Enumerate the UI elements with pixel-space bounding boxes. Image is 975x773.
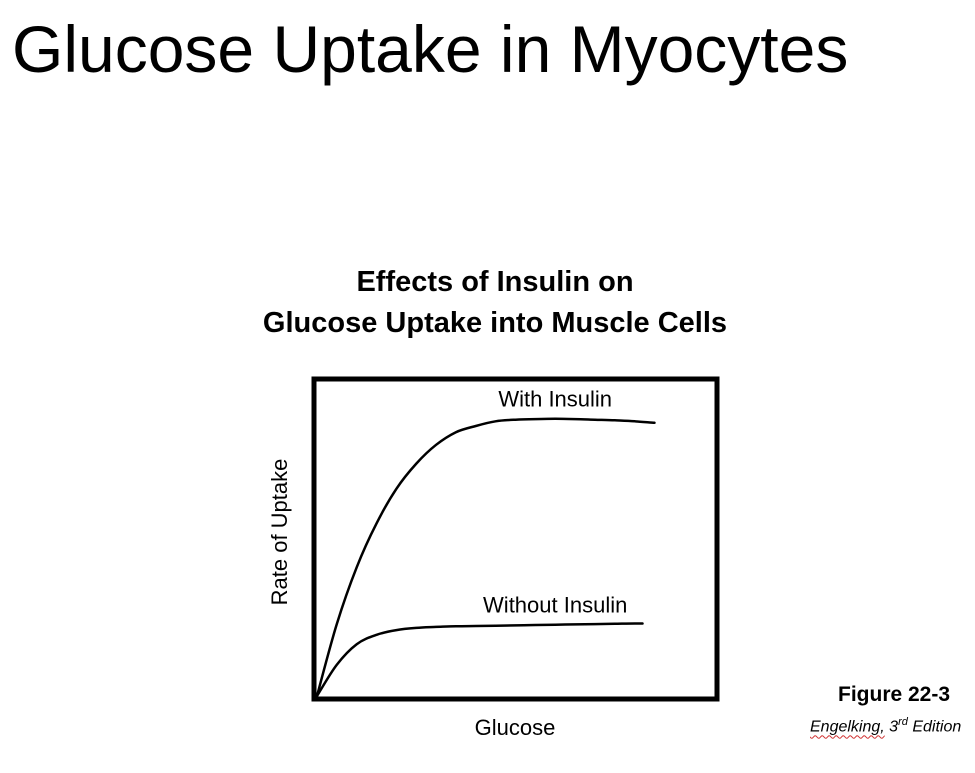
chart-title: Effects of Insulin on Glucose Uptake int… (0, 262, 975, 344)
x-axis-label: Glucose (475, 715, 556, 740)
series-line-2 (315, 622, 644, 698)
plot-frame (311, 376, 720, 702)
credit-author: Engelking, (810, 718, 885, 736)
chart-title-line-2: Glucose Uptake into Muscle Cells (262, 307, 728, 339)
figure-credit: Engelking, 3rd Edition (810, 716, 961, 736)
y-axis-label: Rate of Uptake (267, 459, 292, 606)
series-line-1 (315, 417, 656, 698)
slide-title: Glucose Uptake in Myocytes (12, 12, 849, 86)
series-label-2: Without Insulin (483, 593, 627, 618)
credit-edition-number: 3 (889, 718, 899, 736)
figure-caption: Figure 22-3 (838, 683, 951, 706)
credit-edition-suffix: rd (898, 716, 908, 728)
credit-edition-word: Edition (912, 718, 962, 736)
chart-title-line-1: Effects of Insulin on (356, 266, 634, 298)
series-layer: With Insulin Without Insulin (315, 387, 656, 698)
series-label-1: With Insulin (498, 387, 612, 412)
